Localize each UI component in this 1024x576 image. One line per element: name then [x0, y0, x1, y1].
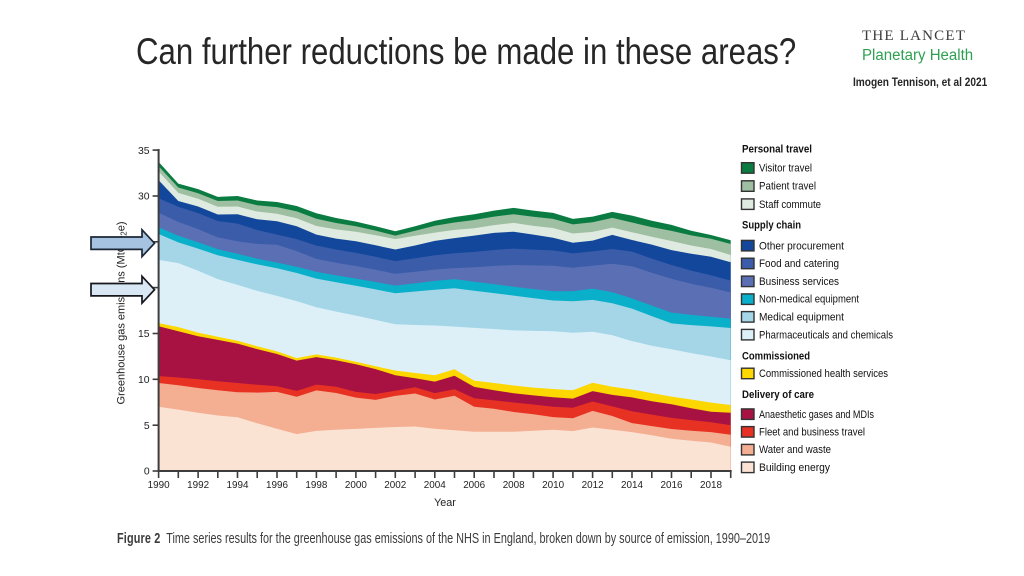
svg-text:Greenhouse gas emissions (MtCO: Greenhouse gas emissions (MtCO2e) — [116, 222, 129, 405]
svg-text:0: 0 — [144, 467, 150, 478]
svg-text:Anaesthetic gases and MDIs: Anaesthetic gases and MDIs — [759, 409, 874, 421]
svg-text:1998: 1998 — [305, 480, 327, 491]
svg-text:Year: Year — [434, 497, 456, 509]
svg-text:Personal travel: Personal travel — [742, 143, 812, 155]
svg-text:Food and catering: Food and catering — [759, 258, 839, 270]
svg-text:Other procurement: Other procurement — [759, 240, 844, 252]
svg-text:Fleet and business travel: Fleet and business travel — [759, 427, 865, 439]
svg-text:Patient travel: Patient travel — [759, 181, 816, 193]
svg-text:Visitor travel: Visitor travel — [759, 163, 812, 175]
svg-text:Water and waste: Water and waste — [759, 444, 831, 456]
svg-text:2008: 2008 — [503, 480, 525, 491]
svg-text:15: 15 — [138, 329, 150, 340]
svg-text:Pharmaceuticals and chemicals: Pharmaceuticals and chemicals — [759, 329, 893, 341]
svg-text:2004: 2004 — [424, 480, 446, 491]
svg-text:Commissioned: Commissioned — [742, 351, 810, 363]
svg-text:2014: 2014 — [621, 480, 643, 491]
svg-text:5: 5 — [144, 421, 150, 432]
svg-text:1996: 1996 — [266, 480, 288, 491]
svg-text:2010: 2010 — [542, 480, 564, 491]
svg-text:2006: 2006 — [463, 480, 485, 491]
svg-text:30: 30 — [138, 192, 150, 203]
svg-text:Commissioned health services: Commissioned health services — [759, 368, 888, 380]
svg-text:10: 10 — [138, 375, 150, 386]
svg-text:1990: 1990 — [148, 480, 170, 491]
svg-text:1992: 1992 — [187, 480, 209, 491]
svg-text:Non-medical equipment: Non-medical equipment — [759, 294, 859, 306]
svg-text:Business services: Business services — [759, 276, 839, 288]
svg-text:2018: 2018 — [700, 480, 722, 491]
svg-text:2000: 2000 — [345, 480, 367, 491]
svg-text:2002: 2002 — [384, 480, 406, 491]
svg-text:Delivery of care: Delivery of care — [742, 389, 814, 401]
svg-text:2012: 2012 — [582, 480, 604, 491]
svg-text:2016: 2016 — [661, 480, 683, 491]
svg-text:Building energy: Building energy — [759, 462, 831, 474]
svg-text:Supply chain: Supply chain — [742, 220, 801, 232]
svg-text:1994: 1994 — [227, 480, 249, 491]
svg-text:Medical equipment: Medical equipment — [759, 312, 844, 324]
svg-text:Staff commute: Staff commute — [759, 199, 821, 211]
svg-text:35: 35 — [138, 146, 150, 157]
